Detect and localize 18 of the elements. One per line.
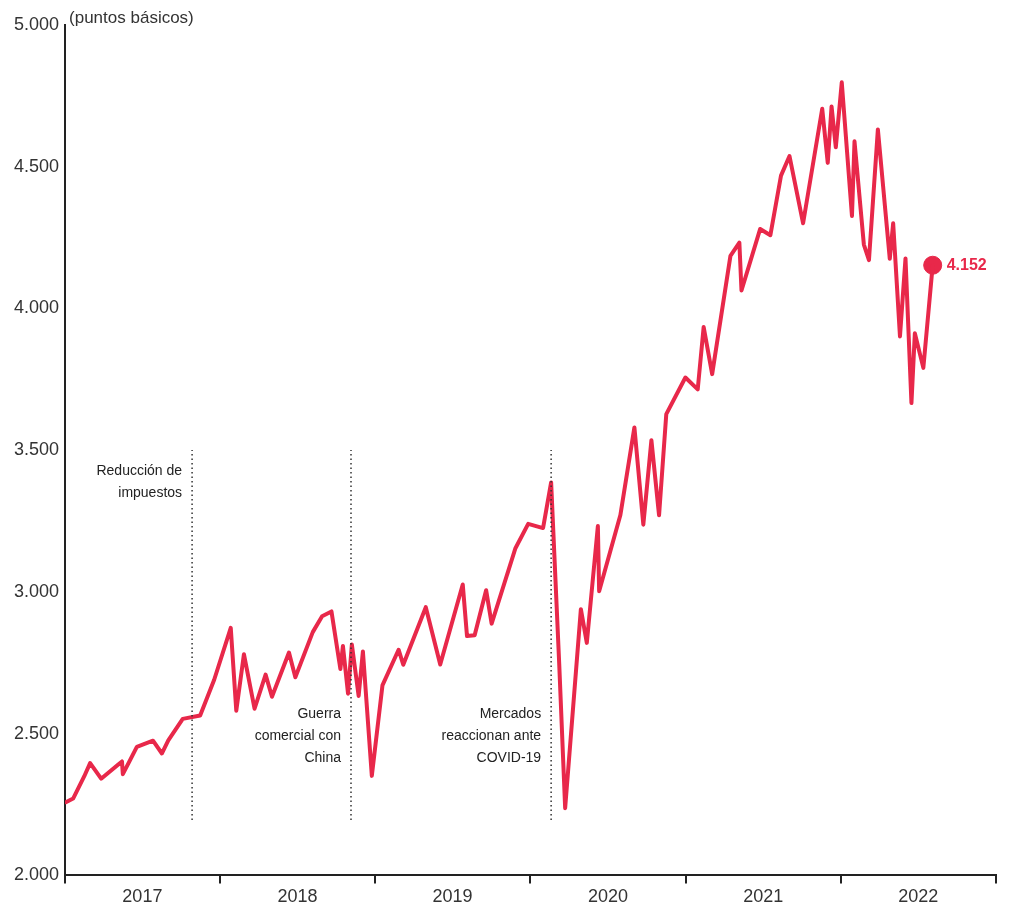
annotation: Mercados reaccionan ante COVID-19 [441,705,542,766]
annotation: Reducción de impuestos [96,462,183,501]
y-axis-title: (puntos básicos) [69,8,194,28]
x-tick-label: 2019 [432,886,473,907]
y-tick-label: 2.500 [14,722,60,743]
annotation: Guerra comercial con China [254,705,342,766]
x-tick-label: 2022 [898,886,939,907]
y-tick-label: 3.500 [14,439,60,460]
x-tick-label: 2020 [588,886,629,907]
x-tick-label: 2018 [277,886,318,907]
data-label: 4.152 [946,255,987,273]
x-tick-label: 2017 [122,886,163,907]
y-tick-label: 4.000 [14,297,60,318]
y-tick-label: 2.000 [14,864,60,885]
y-tick-label: 5.000 [14,13,60,34]
y-tick-label: 3.000 [14,580,60,601]
y-tick-label: 4.500 [14,155,60,176]
x-tick-label: 2021 [743,886,784,907]
